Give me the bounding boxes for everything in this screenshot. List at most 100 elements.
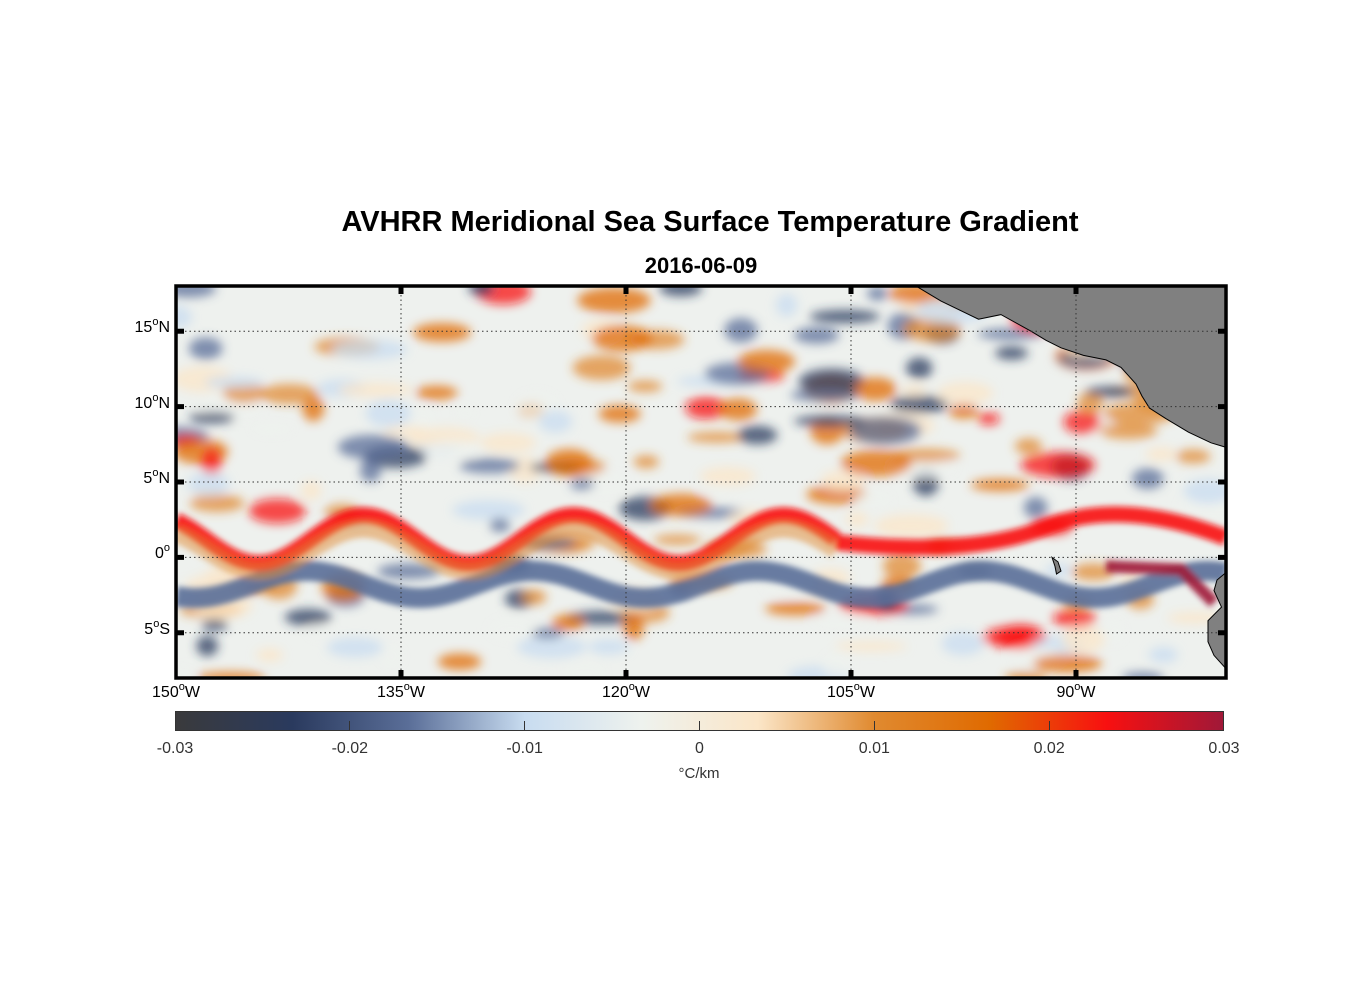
gradient-patch <box>724 318 758 343</box>
gradient-patch <box>201 618 228 631</box>
colorbar-tick-label: 0 <box>695 740 704 757</box>
gradient-patch <box>412 322 471 342</box>
gradient-patch <box>699 466 756 486</box>
gradient-patch <box>176 286 217 298</box>
gradient-patch <box>840 450 912 477</box>
gradient-patch <box>633 455 660 469</box>
gradient-patch <box>1085 386 1135 398</box>
gradient-patch <box>653 534 701 545</box>
gradient-patch <box>977 412 1000 425</box>
axis-ticks <box>176 286 1226 678</box>
x-tick-label: 90oW <box>1056 681 1096 702</box>
gradient-patch <box>204 376 264 389</box>
gradient-patch <box>1131 468 1164 490</box>
gradient-patch <box>1104 618 1126 645</box>
y-tick-label: 15oN <box>134 316 170 337</box>
colorbar-tick-mark <box>699 721 700 731</box>
gradient-patch <box>1099 423 1158 440</box>
colorbar-label: °C/km <box>678 765 720 782</box>
gradient-patch <box>1023 496 1048 519</box>
gradient-patch <box>853 491 894 507</box>
gradient-patch <box>1052 608 1096 628</box>
gradient-patch <box>765 601 826 616</box>
colorbar-tick-label: -0.01 <box>506 740 543 757</box>
x-tick-label: 135oW <box>377 681 425 702</box>
gradient-patch <box>306 624 330 640</box>
gradient-patch <box>256 648 283 663</box>
colorbar-tick-mark <box>349 721 351 731</box>
x-tick-label: 150oW <box>152 681 200 702</box>
y-tick-label: 5oN <box>143 467 170 488</box>
gradient-patch <box>570 478 595 490</box>
gradient-patch <box>1061 626 1105 653</box>
gradient-patch <box>598 405 641 423</box>
gradient-patch <box>849 416 922 445</box>
gradient-patch <box>538 410 573 433</box>
gradient-patch <box>249 423 295 436</box>
gradient-patch <box>809 309 880 324</box>
gradient-patch <box>813 615 867 628</box>
gradient-patch <box>1175 449 1211 464</box>
gradient-patch <box>331 339 408 360</box>
gradient-patch <box>189 337 223 360</box>
gradient-patch <box>1183 478 1226 504</box>
gradient-patch <box>326 637 384 658</box>
gradient-patch <box>415 385 458 400</box>
gradient-patch <box>737 425 778 445</box>
colorbar-tick-label: -0.02 <box>331 740 369 757</box>
warm-front-band <box>835 506 1226 556</box>
gradient-patch <box>882 553 921 579</box>
gradient-patch <box>454 407 475 420</box>
gradient-patch <box>521 589 547 605</box>
colorbar-tick-label: 0.01 <box>858 740 890 757</box>
gradient-patch <box>854 377 897 402</box>
gradient-patch <box>970 478 1030 492</box>
gradient-patch <box>577 471 630 495</box>
gradient-patch <box>794 327 840 344</box>
colorbar-tick-mark <box>873 721 875 731</box>
gradient-patch <box>845 511 869 528</box>
gradient-patch <box>874 513 949 538</box>
gradient-patch <box>572 355 631 381</box>
warm-front-band <box>1105 560 1219 607</box>
gradient-patch <box>995 346 1029 360</box>
gradient-patch <box>622 613 645 641</box>
gradient-patch <box>627 380 663 393</box>
sst-gradient-field <box>176 286 1226 678</box>
gradient-patch <box>1033 654 1102 673</box>
colorbar-tick-label: 0.03 <box>1208 740 1240 757</box>
gradient-patch <box>176 305 192 329</box>
land-galapagos <box>1051 556 1062 575</box>
gradient-patch <box>260 383 319 405</box>
gradient-patch <box>337 382 413 398</box>
colorbar-tick-label: -0.03 <box>156 740 194 757</box>
cool-band <box>176 561 1226 608</box>
gradient-patch <box>563 660 607 678</box>
chart-title: AVHRR Meridional Sea Surface Temperature… <box>341 206 1079 238</box>
x-tick-label: 105oW <box>827 681 875 702</box>
gradient-patch <box>189 494 245 512</box>
colorbar-tick-mark <box>524 721 526 731</box>
gradient-patch <box>685 396 728 420</box>
gradient-patch <box>196 635 219 657</box>
gradient-patch <box>284 608 332 626</box>
gradient-patch <box>187 472 230 497</box>
gradient-patch <box>588 639 629 655</box>
gradient-patch <box>659 286 703 297</box>
gradient-patch <box>821 650 854 678</box>
gradient-patch <box>452 500 525 521</box>
gradient-patch <box>1071 563 1116 581</box>
gradient-patch <box>650 493 713 517</box>
land-mass <box>914 286 1226 670</box>
gradient-patch <box>551 614 584 632</box>
gradient-patch <box>411 407 436 432</box>
gradient-patch <box>687 431 746 443</box>
gradient-patch <box>937 381 994 405</box>
land-central-america <box>914 286 1226 448</box>
gradient-patch <box>530 627 564 639</box>
gradient-patch <box>459 458 521 474</box>
gradient-patch <box>834 641 907 652</box>
gradient-patch <box>337 434 409 460</box>
gradient-patch <box>1077 391 1104 415</box>
